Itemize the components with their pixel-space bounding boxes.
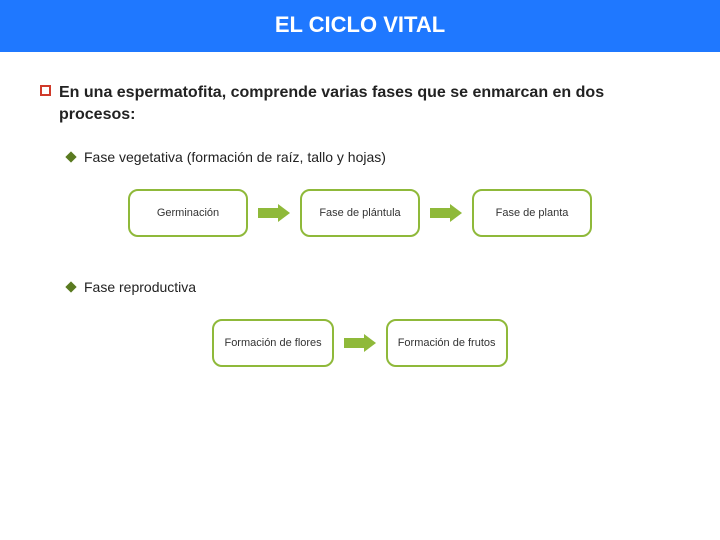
arrow-icon — [258, 204, 290, 222]
flow-node: Formación de frutos — [386, 319, 508, 367]
square-bullet-icon — [40, 85, 51, 96]
diamond-bullet-icon — [66, 152, 76, 162]
flow-node: Formación de flores — [212, 319, 333, 367]
slide-header: EL CICLO VITAL — [0, 0, 720, 52]
section1-row: Fase vegetativa (formación de raíz, tall… — [66, 149, 680, 165]
section2-row: Fase reproductiva — [66, 279, 680, 295]
flow-node: Germinación — [128, 189, 248, 237]
slide-content: En una espermatofita, comprende varias f… — [0, 52, 720, 367]
section2-flow: Formación de flores Formación de frutos — [40, 319, 680, 367]
intro-text: En una espermatofita, comprende varias f… — [59, 82, 680, 125]
arrow-icon — [430, 204, 462, 222]
flow-node: Fase de planta — [472, 189, 592, 237]
slide-title: EL CICLO VITAL — [0, 12, 720, 38]
section2-label: Fase reproductiva — [84, 279, 196, 295]
section1-label: Fase vegetativa (formación de raíz, tall… — [84, 149, 386, 165]
section1-flow: Germinación Fase de plántula Fase de pla… — [40, 189, 680, 237]
intro-bullet-row: En una espermatofita, comprende varias f… — [40, 82, 680, 125]
diamond-bullet-icon — [66, 282, 76, 292]
arrow-icon — [344, 334, 376, 352]
flow-node: Fase de plántula — [300, 189, 420, 237]
